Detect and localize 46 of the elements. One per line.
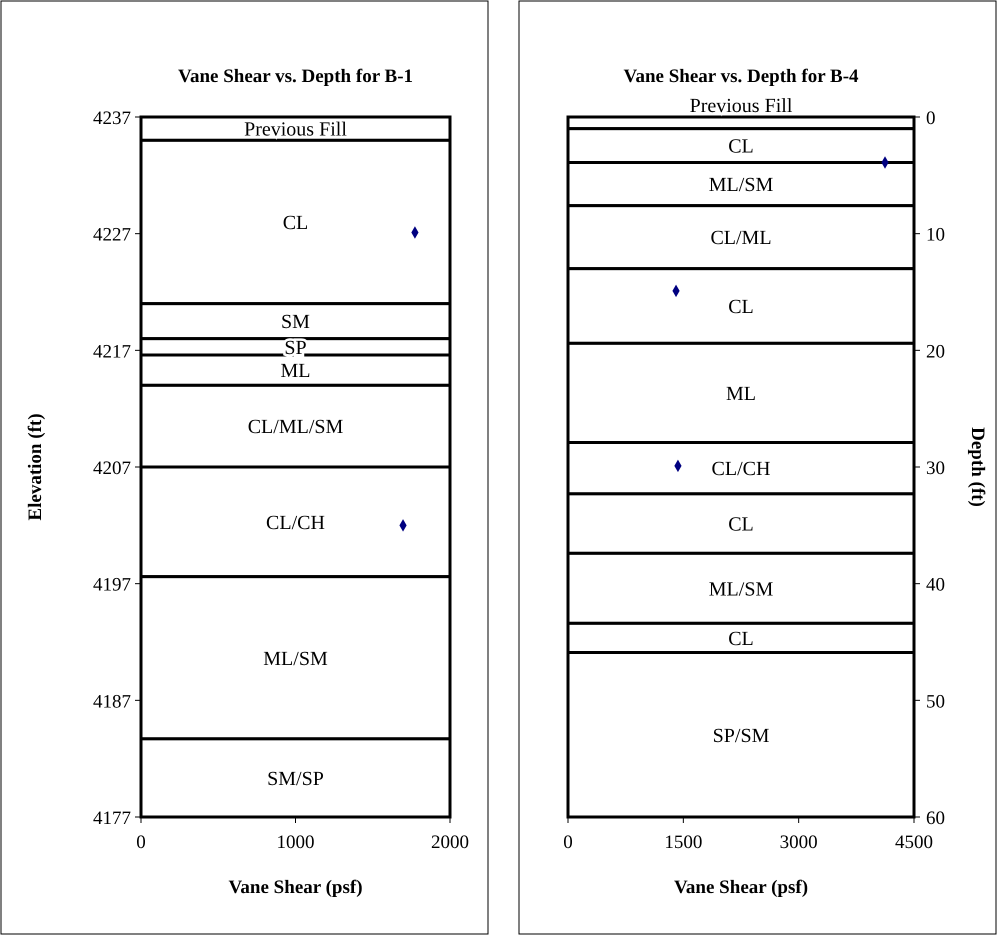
band-label: CL xyxy=(728,296,754,318)
y2-tick-label: 60 xyxy=(926,808,945,829)
y-tick-label: 4227 xyxy=(93,224,131,246)
band-label: SM xyxy=(281,311,310,334)
x-tick-label: 0 xyxy=(136,832,146,853)
band-label: CL xyxy=(728,136,754,158)
band-label: SM/SP xyxy=(267,768,324,790)
y2-tick-label: 10 xyxy=(926,224,945,246)
band-label: ML/SM xyxy=(708,578,774,600)
x-axis-title: Vane Shear (psf) xyxy=(674,877,808,898)
y2-axis-title: Depth (ft) xyxy=(967,427,988,507)
x-tick-label: 4500 xyxy=(895,832,933,853)
y2-tick-label: 40 xyxy=(926,574,945,596)
band-label: CL/ML xyxy=(710,227,772,250)
band-label: Previous Fill xyxy=(244,118,348,141)
y2-tick-label: 50 xyxy=(926,691,945,712)
y2-tick-label: 20 xyxy=(926,341,945,362)
x-tick-label: 3000 xyxy=(780,832,818,853)
y2-tick-label: 0 xyxy=(926,108,936,129)
band-label: CL/ML/SM xyxy=(248,416,344,438)
y-tick-label: 4237 xyxy=(93,108,131,129)
x-tick-label: 2000 xyxy=(431,832,469,853)
band-label: CL xyxy=(728,628,754,650)
band-label: CL/CH xyxy=(266,512,325,534)
y-tick-label: 4197 xyxy=(93,574,131,596)
x-tick-label: 0 xyxy=(563,832,573,853)
x-axis-title: Vane Shear (psf) xyxy=(228,877,363,898)
band-label: CL/CH xyxy=(712,458,770,480)
band-label: ML xyxy=(280,360,310,382)
band-label: CL xyxy=(728,514,754,536)
band-label: SP/SM xyxy=(712,724,770,747)
y-tick-label: 4207 xyxy=(93,458,131,479)
y-axis-title: Elevation (ft) xyxy=(25,413,46,521)
y-tick-label: 4177 xyxy=(93,808,131,829)
band-label: CL xyxy=(282,212,308,234)
chart-title: Vane Shear vs. Depth for B-1 xyxy=(178,66,414,87)
y-tick-label: 4187 xyxy=(93,691,131,712)
y2-tick-label: 30 xyxy=(926,458,945,479)
band-label: ML xyxy=(726,382,756,405)
band-label: ML/SM xyxy=(263,648,328,670)
chart-title: Vane Shear vs. Depth for B-4 xyxy=(623,66,860,87)
band-label: Previous Fill xyxy=(690,95,793,117)
y-tick-label: 4217 xyxy=(93,341,131,362)
band-label: ML/SM xyxy=(708,174,774,196)
x-tick-label: 1000 xyxy=(276,832,314,853)
x-tick-label: 1500 xyxy=(664,832,702,853)
